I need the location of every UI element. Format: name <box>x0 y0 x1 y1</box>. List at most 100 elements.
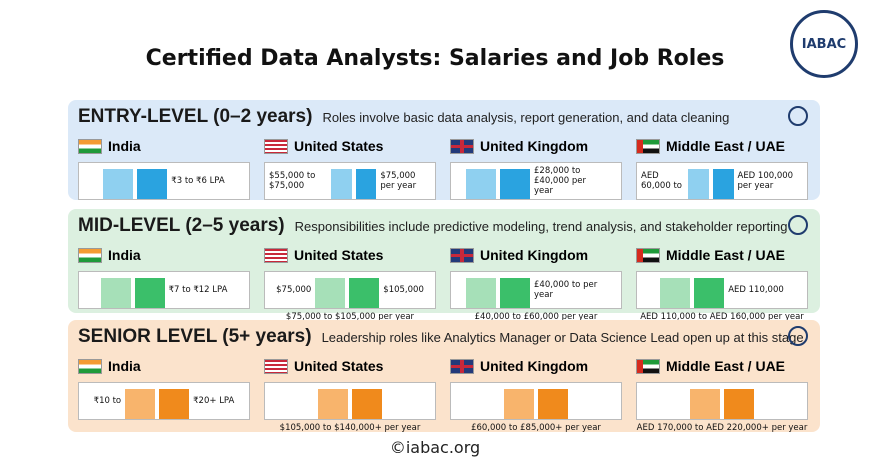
region-card: Middle East / UAE AED 110,000 AED 110,000 … <box>636 245 808 322</box>
region-header: United States <box>264 356 436 376</box>
salary-label: AED 100,000 per year <box>737 171 794 191</box>
region-name: United States <box>294 247 384 263</box>
salary-chart <box>450 382 622 420</box>
bar <box>318 389 348 419</box>
salary-label: $75,000 per year <box>380 171 417 191</box>
bar <box>100 278 131 308</box>
bar <box>538 389 568 419</box>
region-cards: India ₹7 to ₹12 LPA United States $75,000 $1… <box>78 245 810 322</box>
bar <box>134 278 165 308</box>
flag <box>636 138 660 154</box>
region-name: United Kingdom <box>480 358 589 374</box>
salary-label: $55,000 to $75,000 <box>269 171 316 191</box>
region-cards: India ₹3 to ₹6 LPA United States $55,000 to… <box>78 136 810 200</box>
region-name: United Kingdom <box>480 138 589 154</box>
section-title: ENTRY-LEVEL (0–2 years) <box>78 106 313 127</box>
salary-caption: AED 170,000 to AED 220,000+ per year <box>636 423 808 433</box>
bar <box>500 169 530 199</box>
region-card: United Kingdom £28,000 to £40,000 per yea… <box>450 136 622 200</box>
salary-caption: £40,000 to £60,000 per year <box>474 312 598 322</box>
logo: IABAC <box>790 10 858 78</box>
section-title: SENIOR LEVEL (5+ years) <box>78 326 312 347</box>
salary-chart <box>264 382 436 420</box>
globe-icon <box>788 326 808 346</box>
region-name: Middle East / UAE <box>666 358 786 374</box>
flag <box>264 358 288 374</box>
section: MID-LEVEL (2–5 years) Responsibilities in… <box>68 209 820 322</box>
section-header: MID-LEVEL (2–5 years) Responsibilities in… <box>78 215 810 239</box>
region-header: United Kingdom <box>450 356 622 376</box>
bar <box>137 169 168 199</box>
bar <box>690 389 720 419</box>
region-header: Middle East / UAE <box>636 136 808 156</box>
salary-chart: ₹7 to ₹12 LPA <box>78 271 250 309</box>
section-description: Roles involve basic data analysis, repor… <box>322 110 730 125</box>
section-description: Leadership roles like Analytics Manager … <box>321 330 804 345</box>
bar <box>355 169 377 199</box>
flag <box>450 138 474 154</box>
bar <box>315 278 346 308</box>
region-card: India ₹3 to ₹6 LPA <box>78 136 250 200</box>
salary-label: AED 110,000 <box>728 285 784 295</box>
region-header: Middle East / UAE <box>636 356 808 376</box>
region-header: India <box>78 356 250 376</box>
salary-chart: £28,000 to £40,000 per year <box>450 162 622 200</box>
region-card: United Kingdom £60,000 to £85,000+ per ye… <box>450 356 622 433</box>
region-card: United States $105,000 to $140,000+ per y… <box>264 356 436 433</box>
globe-icon <box>788 106 808 126</box>
region-header: United States <box>264 245 436 265</box>
flag <box>78 138 102 154</box>
region-name: United Kingdom <box>480 247 589 263</box>
flag <box>450 247 474 263</box>
bar <box>694 278 725 308</box>
region-name: Middle East / UAE <box>666 247 786 263</box>
salary-label: AED 60,000 to <box>641 171 682 191</box>
section: SENIOR LEVEL (5+ years) Leadership roles … <box>68 320 820 433</box>
bar <box>500 278 530 308</box>
salary-label: ₹20+ LPA <box>193 396 235 406</box>
region-header: India <box>78 136 250 156</box>
page-title: Certified Data Analysts: Salaries and Jo… <box>145 46 725 71</box>
region-name: United States <box>294 358 384 374</box>
salary-caption: AED 110,000 to AED 160,000 per year <box>640 312 804 322</box>
region-header: Middle East / UAE <box>636 245 808 265</box>
salary-chart: $55,000 to $75,000 $75,000 per year <box>264 162 436 200</box>
region-card: United States $75,000 $105,000 $75,000 to $… <box>264 245 436 322</box>
region-name: India <box>108 358 141 374</box>
region-card: Middle East / UAE AED 60,000 to AED 100,00… <box>636 136 808 200</box>
section-header: ENTRY-LEVEL (0–2 years) Roles involve bas… <box>78 106 810 130</box>
salary-caption: $105,000 to $140,000+ per year <box>279 423 421 433</box>
bar <box>331 169 352 199</box>
bar <box>724 389 754 419</box>
salary-label: £40,000 to per year <box>534 280 598 300</box>
section: ENTRY-LEVEL (0–2 years) Roles involve bas… <box>68 100 820 200</box>
section-description: Responsibilities include predictive mode… <box>294 219 788 234</box>
salary-caption: £60,000 to £85,000+ per year <box>471 423 601 433</box>
salary-chart: ₹10 to ₹20+ LPA <box>78 382 250 420</box>
bar <box>349 278 380 308</box>
region-header: United States <box>264 136 436 156</box>
flag <box>78 247 102 263</box>
region-card: India ₹7 to ₹12 LPA <box>78 245 250 322</box>
region-name: Middle East / UAE <box>666 138 786 154</box>
flag <box>636 358 660 374</box>
bar <box>125 389 156 419</box>
globe-icon <box>788 215 808 235</box>
salary-chart: $75,000 $105,000 <box>264 271 436 309</box>
salary-chart: ₹3 to ₹6 LPA <box>78 162 250 200</box>
salary-label: $105,000 <box>383 285 424 295</box>
region-card: Middle East / UAE AED 170,000 to AED 220,… <box>636 356 808 433</box>
salary-label: ₹7 to ₹12 LPA <box>168 285 228 295</box>
flag <box>450 358 474 374</box>
region-header: United Kingdom <box>450 245 622 265</box>
salary-label: £28,000 to £40,000 per year <box>534 166 586 196</box>
bar <box>159 389 190 419</box>
bar <box>103 169 134 199</box>
salary-label: ₹3 to ₹6 LPA <box>171 176 225 186</box>
region-card: India ₹10 to ₹20+ LPA <box>78 356 250 433</box>
salary-label: ₹10 to <box>93 396 122 406</box>
salary-label: $75,000 <box>276 285 312 295</box>
salary-chart: AED 60,000 to AED 100,000 per year <box>636 162 808 200</box>
region-name: United States <box>294 138 384 154</box>
